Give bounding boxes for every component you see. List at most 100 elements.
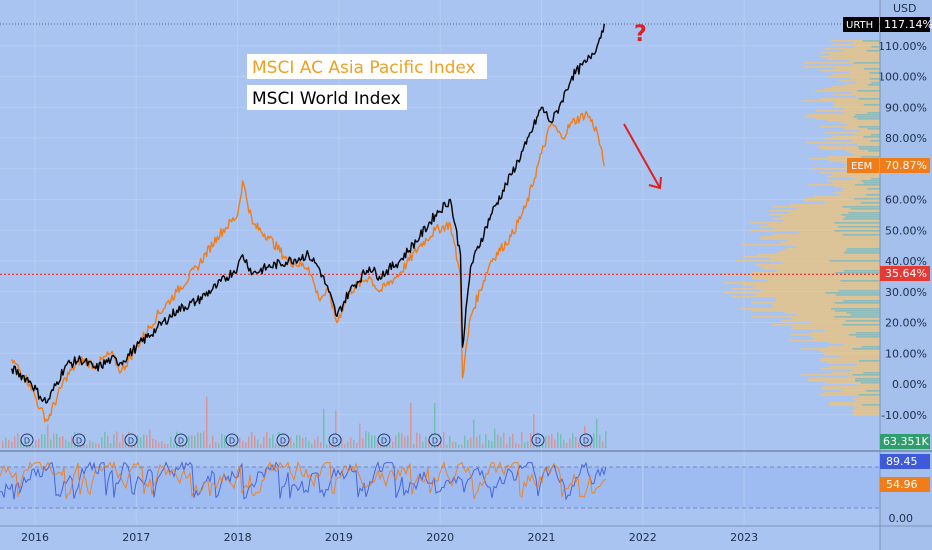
volume-bar [20,439,22,448]
volume-bar [569,438,571,448]
volume-bar [563,439,565,448]
volume-bar [452,441,454,448]
urth-last-value: 117.14% [884,18,932,31]
dividend-badge: D [72,433,86,447]
profile-bar-alt [861,180,880,182]
volume-bar [548,435,550,448]
volume-bar [209,444,211,448]
profile-bar-alt [867,128,880,130]
profile-bar [781,216,880,218]
profile-bar [800,348,880,350]
volume-bar [503,432,505,448]
profile-bar-alt [867,188,880,190]
y-tick-label: 90.00% [885,101,927,114]
profile-bar [831,86,880,88]
profile-bar [833,74,880,76]
dividend-badge: D [428,433,442,447]
volume-bar [473,419,475,448]
currency-label: USD [893,2,917,15]
profile-bar-alt [836,294,880,296]
volume-bar [362,438,364,448]
volume-bar [98,443,100,448]
oscillator-line [0,460,607,500]
profile-bar [810,332,880,334]
profile-bar [730,288,880,290]
dividend-badge: D [174,433,188,447]
profile-bar-alt [834,230,880,232]
profile-bar [840,194,880,196]
volume-bar [62,436,64,448]
profile-bar [780,242,880,244]
profile-bar [805,198,880,200]
profile-bar [815,118,880,120]
volume-bar [227,442,229,448]
profile-bar-alt [850,314,880,316]
profile-bar-alt [866,194,880,196]
profile-bar-alt [854,114,880,116]
volume-bar [491,441,493,448]
dividend-badge-circle [531,433,545,447]
volume-bar [416,432,418,448]
volume-bar [485,434,487,448]
profile-bar [772,206,880,208]
volume-bar [464,435,466,448]
profile-bar [824,352,880,354]
profile-bar [756,264,880,266]
profile-bar [832,182,880,184]
profile-bar-alt [858,126,880,128]
profile-bar-alt [868,150,880,152]
volume-bar [443,432,445,448]
profile-bar [833,44,880,46]
profile-bar-alt [863,372,880,374]
volume-bar [413,444,415,448]
profile-bar-alt [867,84,880,86]
profile-bar [811,336,880,338]
x-tick-label: 2023 [730,531,758,544]
profile-bar-alt [857,90,880,92]
volume-bar [125,441,127,448]
volume-bar [248,436,250,448]
volume-bar [545,436,547,448]
profile-bar [845,150,880,152]
profile-bar-alt [834,310,880,312]
profile-bar-alt [829,260,880,262]
x-tick-label: 2017 [122,531,150,544]
volume-bar [116,431,118,448]
profile-bar [830,40,880,42]
volume-bar [56,433,58,448]
profile-bar [781,250,880,252]
volume-bar [314,439,316,448]
profile-bar [839,356,880,358]
profile-bar [850,410,880,412]
profile-bar-alt [838,290,880,292]
eem-price-tag: EEM 70.87% [847,158,930,173]
profile-bar [757,254,880,256]
volume-bar [197,432,199,448]
dividend-badge-label: D [24,437,30,446]
profile-bar-alt [834,302,880,304]
volume-bar [194,435,196,448]
svg-text:EEM: EEM [851,161,872,172]
profile-bar [829,402,880,404]
volume-bar [152,438,154,448]
volume-bar [482,443,484,448]
profile-bar [826,120,880,122]
profile-bar [832,174,880,176]
volume-bar [446,444,448,448]
profile-bar [852,370,880,372]
volume-bar [185,444,187,448]
volume-bar [44,434,46,448]
profile-bar [796,208,880,210]
profile-bar-alt [853,62,880,64]
profile-bar [846,124,880,126]
profile-bar-alt [843,270,880,272]
volume-bar [158,442,160,448]
profile-bar-alt [855,332,880,334]
volume-bar [239,437,241,448]
profile-bar [823,88,880,90]
y-tick-label: 20.00% [885,317,927,330]
legend-asia-text: MSCI AC Asia Pacific Index [252,58,476,78]
profile-bar [854,406,880,408]
profile-bar [802,100,880,102]
